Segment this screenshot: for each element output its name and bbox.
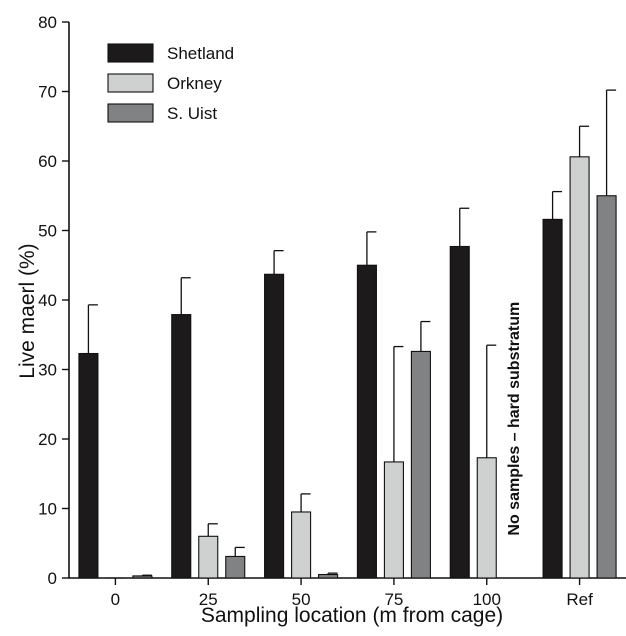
y-tick-label: 20 <box>38 430 57 449</box>
y-tick-label: 80 <box>38 13 57 32</box>
bar <box>292 512 311 578</box>
legend-swatch <box>108 104 153 122</box>
y-tick-label: 40 <box>38 291 57 310</box>
no-samples-annotation: No samples – hard substratum <box>506 302 523 536</box>
y-tick-label: 0 <box>48 569 57 588</box>
bar <box>319 575 338 578</box>
y-tick-label: 10 <box>38 500 57 519</box>
bar <box>172 315 191 578</box>
bar <box>265 274 284 578</box>
legend-label: S. Uist <box>167 104 217 123</box>
bar <box>357 265 376 578</box>
bar <box>543 219 562 578</box>
bar <box>133 576 152 578</box>
bar <box>450 246 469 578</box>
bar <box>199 536 218 578</box>
y-axis-title: Live maerl (%) <box>16 243 39 378</box>
bar <box>570 157 589 578</box>
legend-swatch <box>108 44 153 62</box>
legend-swatch <box>108 74 153 92</box>
legend: Shetland Orkney S. Uist <box>108 44 234 123</box>
bar <box>477 458 496 578</box>
y-tick-label: 60 <box>38 152 57 171</box>
bar <box>411 351 430 578</box>
x-axis-title: Sampling location (m from cage) <box>201 604 503 627</box>
y-tick-label: 50 <box>38 222 57 241</box>
legend-label: Shetland <box>167 44 234 63</box>
bar <box>79 354 98 578</box>
y-tick-label: 30 <box>38 361 57 380</box>
x-tick-label: Ref <box>566 590 593 609</box>
bars <box>79 157 616 578</box>
x-tick-label: 0 <box>111 590 120 609</box>
error-bars <box>88 90 616 576</box>
bar <box>597 196 616 578</box>
legend-label: Orkney <box>167 74 222 93</box>
bar <box>226 556 245 578</box>
y-tick-label: 70 <box>38 83 57 102</box>
bar <box>384 462 403 578</box>
